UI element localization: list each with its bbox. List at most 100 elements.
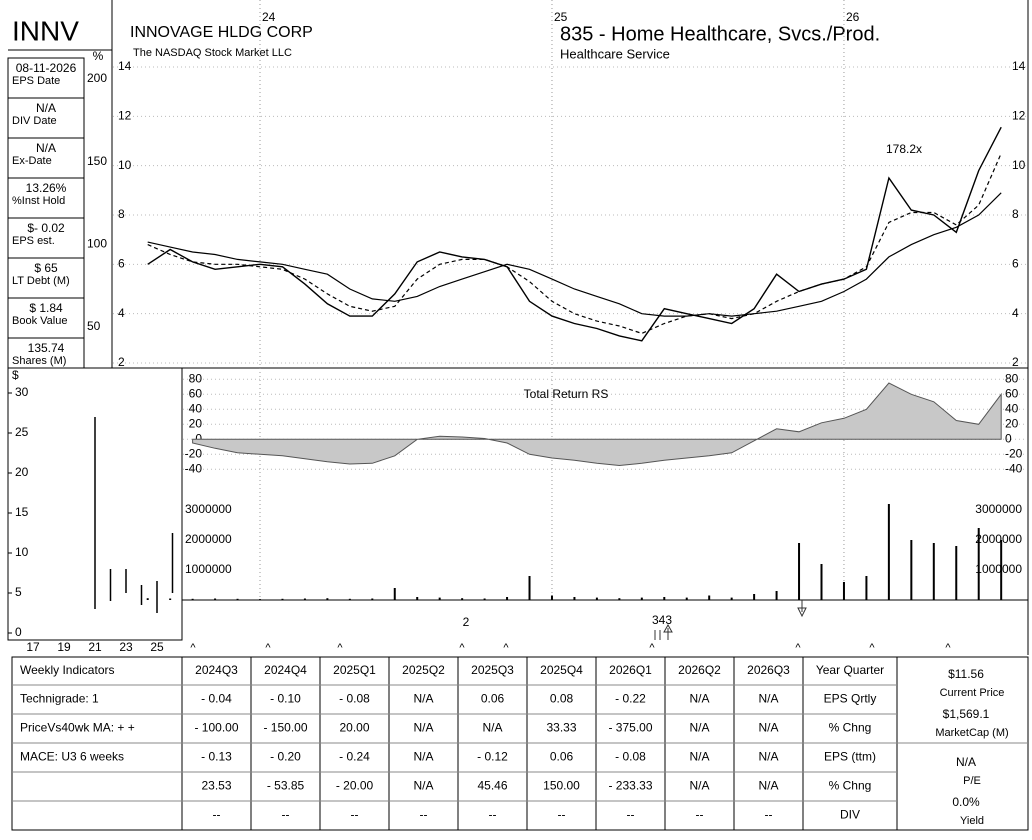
annual-y-label: $ <box>12 368 19 382</box>
event-arrow <box>797 600 807 618</box>
annual-x-label: 17 <box>26 640 40 654</box>
info-label: %Inst Hold <box>12 195 65 207</box>
info-value: $ 1.84 <box>29 301 63 315</box>
volume-tick-label-right: 1000000 <box>975 562 1022 576</box>
y-tick-label-right: 10 <box>1012 158 1026 172</box>
y-tick-label: 6 <box>118 257 125 271</box>
y2-tick-label: 200 <box>87 71 107 85</box>
info-label: Shares (M) <box>12 355 66 367</box>
table-cell: N/A <box>413 721 433 735</box>
volume-tick-label-right: 3000000 <box>975 502 1022 516</box>
table-cell: - 233.33 <box>608 779 652 793</box>
table-cell: N/A <box>758 692 778 706</box>
table-cell: 23.53 <box>201 779 231 793</box>
y-tick-label: 10 <box>118 158 132 172</box>
company-name: INNOVAGE HLDG CORP <box>130 24 313 41</box>
table-cell: N/A <box>758 779 778 793</box>
info-value: 135.74 <box>28 341 65 355</box>
x-tick-label: 26 <box>846 10 860 24</box>
table-cell: 2025Q3 <box>471 663 514 677</box>
table-cell: -- <box>489 808 497 822</box>
x-tick-label: 24 <box>262 10 276 24</box>
annual-x-label: 21 <box>88 640 102 654</box>
table-cell: MACE: U3 6 weeks <box>20 750 124 764</box>
event-ticks <box>654 630 661 640</box>
table-cell: 0.06 <box>550 750 574 764</box>
table-cell: - 20.00 <box>336 779 374 793</box>
event-marker: ^ <box>337 642 343 654</box>
price-line <box>147 126 1002 342</box>
rs-tick-label: 20 <box>189 416 203 430</box>
info-value: 13.26% <box>26 181 67 195</box>
table-cell: - 53.85 <box>267 779 305 793</box>
table-cell: N/A <box>482 721 502 735</box>
summary-label: Yield <box>960 815 984 827</box>
annotation: 178.2x <box>886 142 922 156</box>
annual-tick-label: 10 <box>15 545 29 559</box>
rs-tick-label-right: 40 <box>1005 401 1019 415</box>
table-cell: - 0.22 <box>615 692 646 706</box>
y-tick-label: 14 <box>118 59 132 73</box>
volume-tick-label: 3000000 <box>185 502 232 516</box>
annual-chart-frame <box>7 367 183 641</box>
table-cell: 2026Q3 <box>747 663 790 677</box>
event-marker: ^ <box>190 642 196 654</box>
annual-x-label: 19 <box>57 640 71 654</box>
rs-tick-label: -20 <box>185 446 203 460</box>
price-line <box>147 192 1002 317</box>
table-cell: EPS Qrtly <box>824 692 877 706</box>
rs-tick-label-right: 0 <box>1005 431 1012 445</box>
table-cell: - 0.24 <box>339 750 370 764</box>
rs-tick-label-right: 80 <box>1005 371 1019 385</box>
summary-value: $1,569.1 <box>943 707 990 721</box>
table-cell: - 0.13 <box>201 750 232 764</box>
summary-value: 0.0% <box>952 795 980 809</box>
annual-x-label: 23 <box>119 640 133 654</box>
rs-title: Total Return RS <box>524 387 609 401</box>
table-cell: N/A <box>689 721 709 735</box>
table-cell: - 0.04 <box>201 692 232 706</box>
table-cell: - 100.00 <box>194 721 238 735</box>
info-value: 08-11-2026 <box>16 61 77 75</box>
table-cell: DIV <box>840 808 860 822</box>
table-cell: 2025Q2 <box>402 663 445 677</box>
y-tick-label-right: 12 <box>1012 109 1026 123</box>
table-cell: 150.00 <box>543 779 580 793</box>
table-cell: N/A <box>413 692 433 706</box>
table-cell: 2026Q1 <box>609 663 652 677</box>
table-cell: -- <box>558 808 566 822</box>
rs-tick-label-right: 20 <box>1005 416 1019 430</box>
table-cell: 2025Q1 <box>333 663 376 677</box>
table-cell: - 0.12 <box>477 750 508 764</box>
event-marker: ^ <box>795 642 801 654</box>
table-cell: N/A <box>689 750 709 764</box>
y2-tick-label: 150 <box>87 154 107 168</box>
summary-label: MarketCap (M) <box>935 727 1008 739</box>
event-label: 2 <box>463 615 470 629</box>
table-cell: N/A <box>413 779 433 793</box>
y-tick-label: 8 <box>118 207 125 221</box>
table-cell: - 0.10 <box>270 692 301 706</box>
y-tick-label-right: 4 <box>1012 306 1019 320</box>
table-cell: N/A <box>689 692 709 706</box>
summary-label: Current Price <box>940 687 1005 699</box>
rs-tick-label: -40 <box>185 461 203 475</box>
table-cell: Year Quarter <box>816 663 884 677</box>
table-cell: N/A <box>758 721 778 735</box>
annual-tick-label: 0 <box>15 625 22 639</box>
table-cell: 33.33 <box>546 721 576 735</box>
y-tick-label-right: 6 <box>1012 257 1019 271</box>
table-cell: EPS (ttm) <box>824 750 876 764</box>
event-arrow <box>663 623 673 640</box>
rs-area <box>192 382 1002 467</box>
event-marker: ^ <box>503 642 509 654</box>
ticker: INNV <box>12 15 79 46</box>
table-cell: 45.46 <box>477 779 507 793</box>
info-value: N/A <box>36 141 56 155</box>
table-cell: 0.08 <box>550 692 574 706</box>
exchange: The NASDAQ Stock Market LLC <box>133 47 292 59</box>
info-box <box>7 337 85 369</box>
table-cell: -- <box>420 808 428 822</box>
table-cell: - 0.08 <box>615 750 646 764</box>
table-cell: 2025Q4 <box>540 663 583 677</box>
